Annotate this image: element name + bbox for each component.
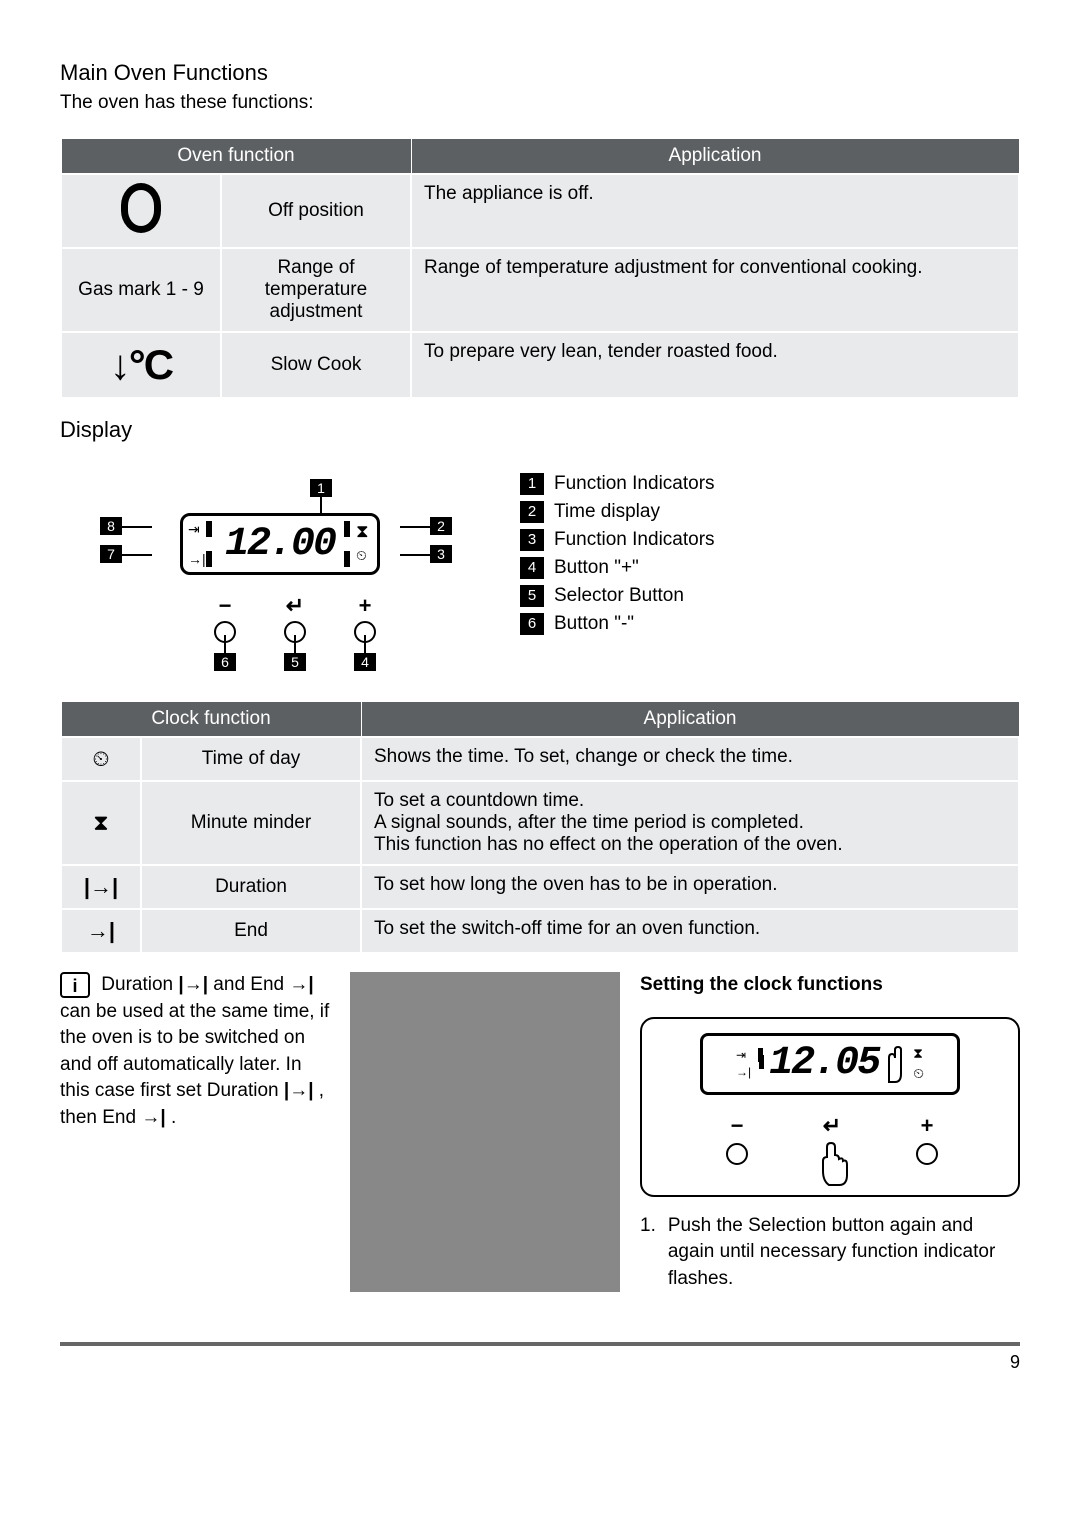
- legend-label: Selector Button: [554, 585, 684, 607]
- set-time-display: 12.05: [769, 1036, 879, 1092]
- table-row: ⏲ Time of day Shows the time. To set, ch…: [61, 737, 1019, 781]
- slow-cook-icon: [110, 341, 172, 388]
- info-icon: i: [60, 972, 90, 998]
- display-diagram: 1 8 7 2 3 12.00 ⇥ →| ⧗ ⏲ − ↵ + 6 5 4: [60, 453, 490, 673]
- hourglass-icon: ⧗: [356, 521, 369, 542]
- info-note: i Duration |→| and End →| can be used at…: [60, 972, 330, 1292]
- callout-1: 1: [310, 479, 332, 497]
- clock-functions-table: Clock function Application ⏲ Time of day…: [60, 701, 1020, 954]
- legend-label: Time display: [554, 501, 660, 523]
- time-display: 12.00: [225, 522, 335, 567]
- clock-fn: Minute minder: [141, 781, 361, 865]
- end-icon: →|: [61, 909, 141, 953]
- callout-5: 5: [284, 653, 306, 671]
- legend-label: Button "-": [554, 613, 634, 635]
- off-icon: [121, 183, 161, 233]
- table-row: Off position The appliance is off.: [61, 174, 1019, 248]
- oven-fn: Slow Cook: [221, 332, 411, 398]
- clock-app: To set a countdown time. A signal sounds…: [361, 781, 1019, 865]
- oven-app: The appliance is off.: [411, 174, 1019, 248]
- setting-heading: Setting the clock functions: [640, 974, 883, 995]
- step-text: Push the Selection button again and agai…: [668, 1213, 1020, 1293]
- hand-icon: [881, 1044, 907, 1084]
- main-heading: Main Oven Functions: [60, 60, 1020, 86]
- button-minus-icon: −: [210, 593, 240, 643]
- oven-functions-table: Oven function Application Off position T…: [60, 138, 1020, 399]
- callout-6: 6: [214, 653, 236, 671]
- hand-press-icon: [817, 1137, 857, 1187]
- display-heading: Display: [60, 417, 1020, 443]
- callout-4: 4: [354, 653, 376, 671]
- footer-divider: [60, 1342, 1020, 1346]
- table-row: |→| Duration To set how long the oven ha…: [61, 865, 1019, 909]
- clock-app: Shows the time. To set, change or check …: [361, 737, 1019, 781]
- clock-header-app: Application: [361, 702, 1019, 738]
- table-row: ⧗ Minute minder To set a countdown time.…: [61, 781, 1019, 865]
- oven-header-fn: Oven function: [61, 139, 411, 175]
- end-icon: →|: [188, 551, 206, 567]
- clock-app: To set how long the oven has to be in op…: [361, 865, 1019, 909]
- legend-label: Function Indicators: [554, 473, 715, 495]
- legend-list: 1Function Indicators 2Time display 3Func…: [520, 453, 715, 641]
- callout-3: 3: [430, 545, 452, 563]
- button-plus-icon: +: [350, 593, 380, 643]
- oven-app: Range of temperature adjustment for conv…: [411, 248, 1019, 332]
- callout-8: 8: [100, 517, 122, 535]
- oven-fn: Off position: [221, 174, 411, 248]
- duration-icon: |→|: [61, 865, 141, 909]
- callout-7: 7: [100, 545, 122, 563]
- hourglass-icon: ⧗: [61, 781, 141, 865]
- table-row: →| End To set the switch-off time for an…: [61, 909, 1019, 953]
- clock-header-fn: Clock function: [61, 702, 361, 738]
- duration-icon: ⇥: [188, 521, 200, 538]
- page-number: 9: [60, 1352, 1020, 1373]
- oven-header-app: Application: [411, 139, 1019, 175]
- clock-fn: Time of day: [141, 737, 361, 781]
- oven-app: To prepare very lean, tender roasted foo…: [411, 332, 1019, 398]
- button-select-icon: ↵: [280, 593, 310, 643]
- table-row: Slow Cook To prepare very lean, tender r…: [61, 332, 1019, 398]
- main-subtitle: The oven has these functions:: [60, 92, 1020, 114]
- clock-app: To set the switch-off time for an oven f…: [361, 909, 1019, 953]
- legend-label: Function Indicators: [554, 529, 715, 551]
- gas-mark-label: Gas mark 1 - 9: [61, 248, 221, 332]
- table-row: Gas mark 1 - 9 Range of temperature adju…: [61, 248, 1019, 332]
- oven-fn: Range of temperature adjustment: [221, 248, 411, 332]
- step-number: 1.: [640, 1213, 656, 1293]
- clock-set-diagram: ⇥→| 12.05 ⧗⏲ − ↵ +: [640, 1017, 1020, 1197]
- clock-icon: ⏲: [61, 737, 141, 781]
- clock-fn: Duration: [141, 865, 361, 909]
- callout-2: 2: [430, 517, 452, 535]
- legend-label: Button "+": [554, 557, 639, 579]
- clock-fn: End: [141, 909, 361, 953]
- clock-icon: ⏲: [356, 547, 367, 564]
